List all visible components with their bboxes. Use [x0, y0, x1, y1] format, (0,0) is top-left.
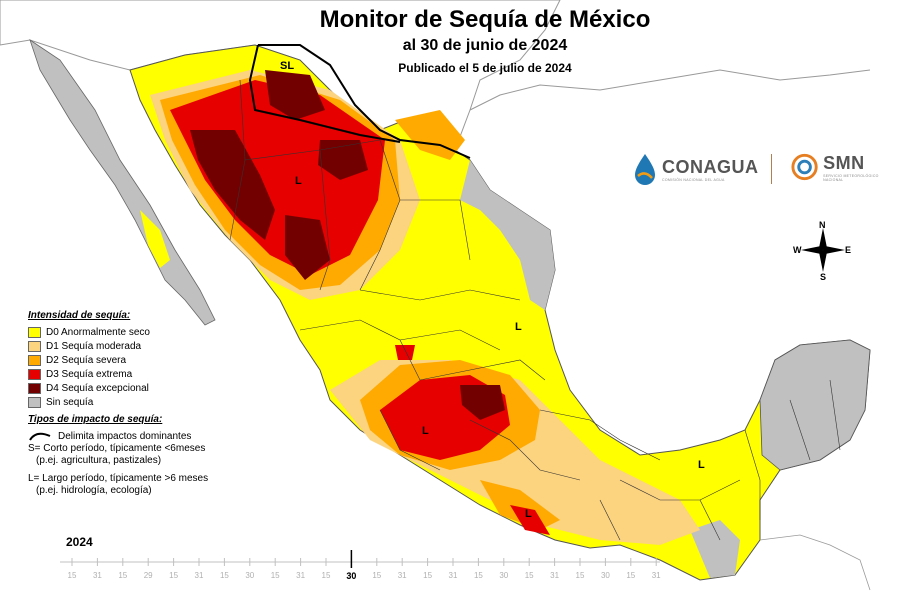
timeline-tick-label: 15: [220, 571, 229, 580]
timeline-tick-label: 31: [296, 571, 305, 580]
timeline-tick-label: 31: [93, 571, 102, 580]
legend-items: D0 Anormalmente seco D1 Sequía moderada D2…: [28, 325, 268, 409]
timeline-tick-label: 15: [68, 571, 77, 580]
conagua-name: CONAGUA: [662, 156, 759, 177]
conagua-logo: CONAGUA COMISIÓN NACIONAL DEL AGUA: [632, 152, 772, 186]
timeline-tick-label: 31: [550, 571, 559, 580]
smn-name: SMN: [823, 152, 865, 173]
legend-label: D2 Sequía severa: [46, 354, 127, 366]
smn-subtitle: SERVICIO METEOROLÓGICO NACIONAL: [823, 173, 879, 182]
label-sl: SL: [280, 60, 294, 72]
s-definition: S= Corto período, típicamente <6meses: [28, 443, 206, 454]
compass-s: S: [820, 272, 826, 280]
timeline-tick-label: 31: [449, 571, 458, 580]
timeline-tick-label: 15: [474, 571, 483, 580]
legend-heading: Intensidad de sequía:: [28, 310, 131, 321]
impact-boundary: [248, 44, 471, 159]
s-example: (p.ej. agricultura, pastizales): [36, 455, 162, 466]
legend-item: D4 Sequía excepcional: [28, 381, 268, 395]
label-l-north: L: [295, 175, 302, 187]
d4-durango: [285, 215, 330, 280]
smn-logo: SMN SERVICIO METEOROLÓGICO NACIONAL: [790, 152, 898, 182]
d4-chihuahua: [190, 130, 275, 240]
timeline-tick-label: 31: [195, 571, 204, 580]
baja-california: [29, 39, 216, 326]
timeline-tick-label: 30: [347, 571, 356, 580]
legend: Intensidad de sequía: D0 Anormalmente se…: [28, 310, 268, 497]
timeline-tick-label: 30: [245, 571, 254, 580]
label-l-center: L: [422, 425, 429, 437]
timeline-tick-label: 15: [626, 571, 635, 580]
compass-rose: N S E W: [793, 220, 851, 280]
legend-label: D4 Sequía excepcional: [46, 382, 149, 394]
legend-label: D3 Sequía extrema: [46, 368, 133, 380]
impact-line-label: Delimita impactos dominantes: [58, 430, 192, 442]
timeline-tick-label: 30: [601, 571, 610, 580]
compass-e: E: [845, 245, 851, 255]
timeline-tick-label: 31: [398, 571, 407, 580]
timeline-tick-label: 15: [423, 571, 432, 580]
conagua-subtitle: COMISIÓN NACIONAL DEL AGUA: [662, 177, 725, 182]
map-title: Monitor de Sequía de México: [319, 6, 651, 33]
d4-coahuila: [318, 140, 368, 180]
smn-spiral-icon: [791, 153, 818, 181]
timeline-tick-label: 30: [499, 571, 508, 580]
legend-item: D1 Sequía moderada: [28, 339, 268, 353]
legend-swatch: [28, 382, 41, 394]
compass-n: N: [819, 220, 826, 230]
usa-gulf-coast: [469, 69, 871, 111]
d2-coast: [480, 480, 560, 530]
timeline-tick-label: 31: [652, 571, 661, 580]
impact-line-icon: [29, 432, 51, 441]
legend-item: Sin sequía: [28, 395, 268, 409]
legend-swatch: [28, 340, 41, 352]
timeline-tick-label: 15: [372, 571, 381, 580]
legend-swatch: [28, 368, 41, 380]
gulf-grey-strip: [460, 160, 555, 310]
legend-label: D0 Anormalmente seco: [46, 326, 150, 338]
chiapas-grey: [690, 520, 740, 578]
guatemala-outline: [759, 534, 871, 591]
impacts-heading: Tipos de impacto de sequía:: [28, 414, 163, 425]
d3-small: [395, 345, 415, 360]
d4-north-top: [265, 70, 325, 120]
d3-south-coast: [510, 505, 550, 535]
map-date: al 30 de junio de 2024: [402, 37, 568, 54]
state-borders: [229, 79, 841, 541]
timeline-tick-label: 15: [322, 571, 331, 580]
timeline-tick-label: 15: [118, 571, 127, 580]
timeline-tick-label: 29: [144, 571, 153, 580]
timeline-tick-label: 15: [271, 571, 280, 580]
timeline-year: 2024: [66, 535, 93, 549]
d4-center: [460, 385, 505, 420]
yucatan-no-drought: [759, 339, 871, 471]
legend-swatch: [28, 396, 41, 408]
timeline: 15 31 15 29 15 31 15 30 15 31 15 30 15 31 15 31 15 30 15 31…: [60, 550, 661, 581]
legend-item: D2 Sequía severa: [28, 353, 268, 367]
timeline-tick-label: 15: [169, 571, 178, 580]
impact-line-row: Delimita impactos dominantes: [28, 429, 268, 443]
baja-yellow-patch: [140, 210, 170, 268]
conagua-drop-icon: [635, 154, 655, 185]
legend-item: D3 Sequía extrema: [28, 367, 268, 381]
l-example: (p.ej. hidrología, ecología): [36, 485, 152, 496]
legend-swatch: [28, 326, 41, 338]
label-l-northeast: L: [515, 321, 522, 333]
l-definition: L= Largo período, típicamente >6 meses: [28, 473, 209, 484]
compass-w: W: [793, 245, 802, 255]
legend-label: D1 Sequía moderada: [46, 340, 142, 352]
timeline-tick-label: 15: [576, 571, 585, 580]
timeline-tick-label: 15: [525, 571, 534, 580]
legend-label: Sin sequía: [46, 396, 94, 408]
legend-swatch: [28, 354, 41, 366]
published-date: Publicado el 5 de julio de 2024: [398, 61, 572, 75]
label-l-south: L: [525, 508, 532, 520]
label-l-southeast: L: [698, 459, 705, 471]
timeline-current-label: 30: [346, 571, 356, 581]
legend-item: D0 Anormalmente seco: [28, 325, 268, 339]
